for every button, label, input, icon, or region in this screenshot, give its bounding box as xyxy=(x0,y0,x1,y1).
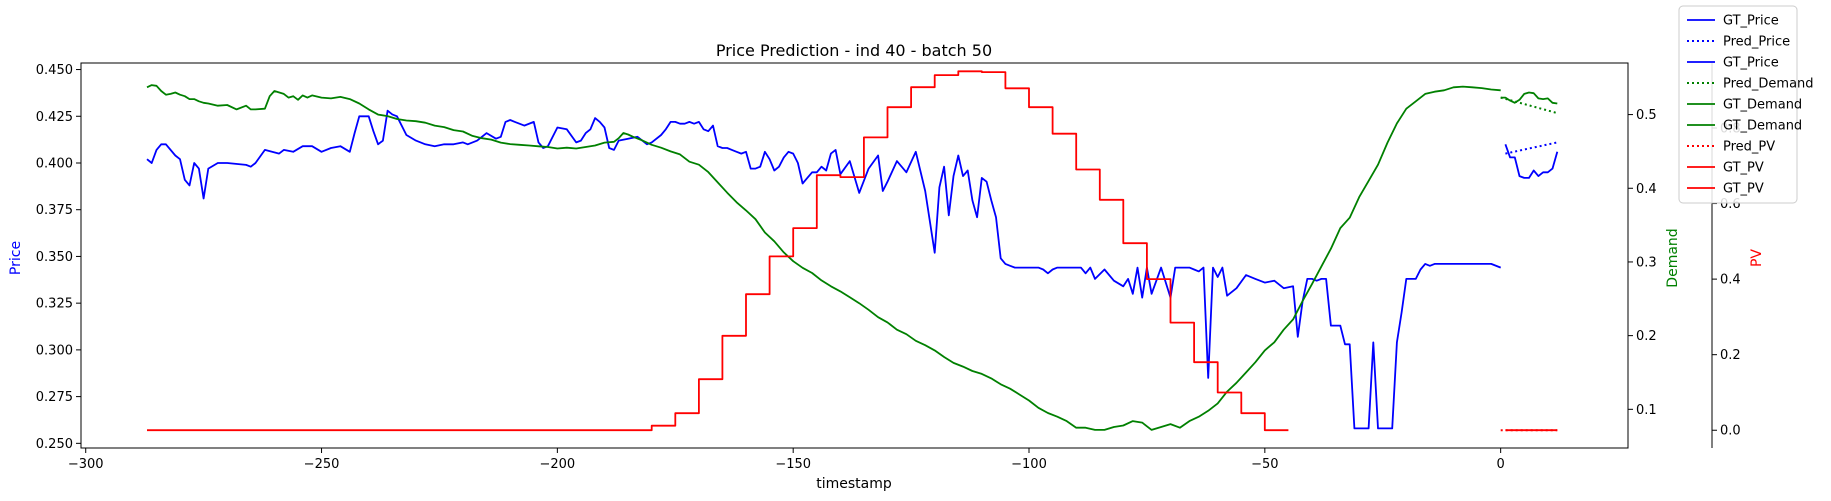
chart-title: Price Prediction - ind 40 - batch 50 xyxy=(716,41,992,60)
x-tick-label: −100 xyxy=(1011,457,1047,472)
legend-entry-label: GT_Demand xyxy=(1723,119,1802,134)
plot-frame xyxy=(80,62,1629,449)
price-axis-label: Price xyxy=(8,241,24,275)
x-tick-label: −300 xyxy=(68,457,104,472)
series-line-gt-demand xyxy=(146,84,1501,431)
demand-tick-label: 0.4 xyxy=(1636,182,1657,197)
legend-entry-label: GT_Price xyxy=(1723,14,1779,29)
price-tick-label: 0.450 xyxy=(36,63,73,78)
legend-entry-label: GT_PV xyxy=(1723,182,1764,197)
price-tick-label: 0.300 xyxy=(36,343,73,358)
axes-layer: −300 −250 −200 −150 −100 −50 0 0.250 0.275 0.300 0… xyxy=(36,63,1741,472)
x-tick-label: −150 xyxy=(775,457,811,472)
demand-tick-label: 0.5 xyxy=(1636,108,1657,123)
series-line-gt-demand xyxy=(1500,91,1558,105)
x-tick-label: 0 xyxy=(1497,457,1505,472)
series-line-gt-price xyxy=(146,109,1502,430)
price-tick-label: 0.350 xyxy=(36,250,73,265)
pv-tick-label: 0.4 xyxy=(1720,273,1741,288)
demand-axis-label: Demand xyxy=(1665,228,1681,287)
legend-box xyxy=(1678,5,1798,204)
x-tick-label: −250 xyxy=(304,457,340,472)
x-tick-label: −200 xyxy=(540,457,576,472)
series-line-pred-price xyxy=(1505,141,1558,155)
pv-axis-label: PV xyxy=(1749,249,1765,267)
series-layer xyxy=(146,70,1559,432)
price-tick-label: 0.275 xyxy=(36,390,73,405)
legend: GT_Price Pred_Price GT_Price Pred_Demand GT_… xyxy=(1678,5,1814,204)
legend-entry-label: Pred_Price xyxy=(1723,35,1790,50)
legend-entry-label: Pred_Demand xyxy=(1723,77,1814,92)
legend-entry-label: GT_Demand xyxy=(1723,98,1802,113)
price-tick-label: 0.425 xyxy=(36,110,73,125)
legend-entry-label: GT_Price xyxy=(1723,56,1779,71)
demand-tick-label: 0.1 xyxy=(1636,403,1657,418)
price-tick-label: 0.325 xyxy=(36,297,73,312)
legend-entry-label: GT_PV xyxy=(1723,161,1764,176)
series-line-gt-price xyxy=(1504,143,1559,179)
x-tick-label: −50 xyxy=(1251,457,1278,472)
price-tick-label: 0.375 xyxy=(36,203,73,218)
price-tick-label: 0.250 xyxy=(36,437,73,452)
pv-tick-label: 0.0 xyxy=(1720,424,1741,439)
legend-entry-label: Pred_PV xyxy=(1723,140,1775,155)
demand-tick-label: 0.2 xyxy=(1636,329,1657,344)
pv-tick-label: 0.2 xyxy=(1720,348,1741,363)
demand-tick-label: 0.3 xyxy=(1636,255,1657,270)
x-axis-label: timestamp xyxy=(816,476,892,492)
frame-layer xyxy=(80,62,1629,449)
price-tick-label: 0.400 xyxy=(36,156,73,171)
series-line-gt-pv xyxy=(147,70,1289,432)
